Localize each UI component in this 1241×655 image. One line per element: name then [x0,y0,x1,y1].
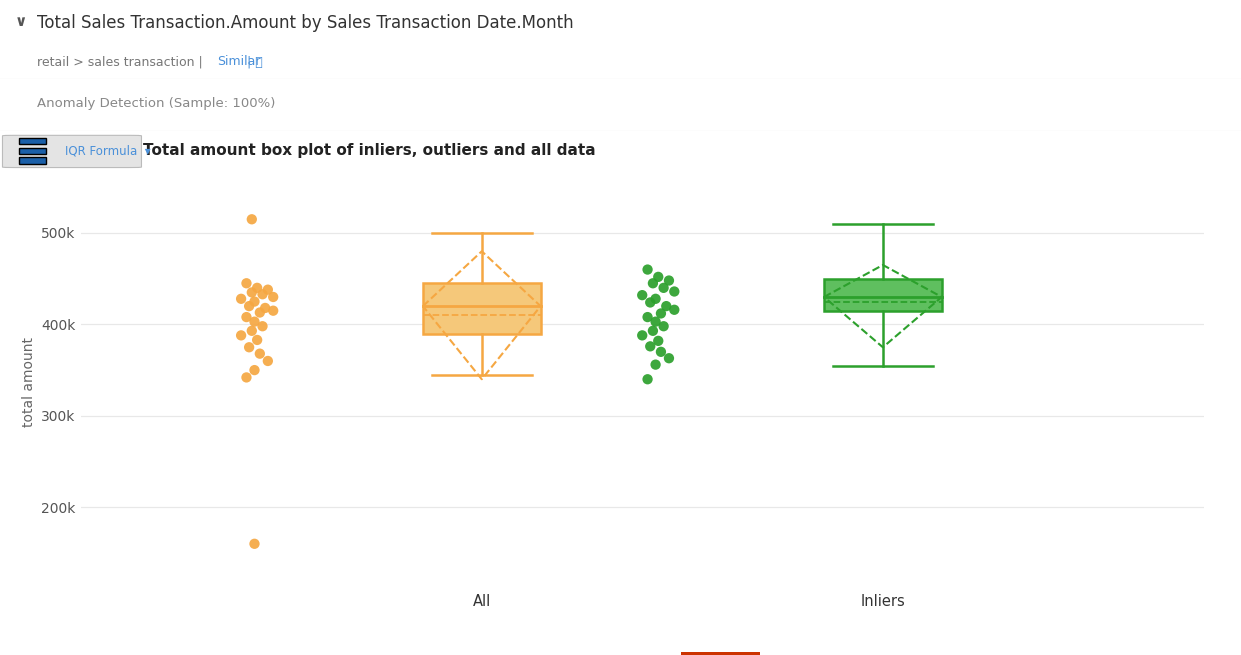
Point [247,335,267,345]
Point [247,282,267,293]
Point [648,272,668,282]
Point [244,538,264,549]
Point [244,296,264,307]
Point [643,278,663,288]
Point [638,265,658,275]
Point [659,353,679,364]
Point [656,301,676,311]
Point [240,301,259,311]
Text: Total amount box plot of inliers, outliers and all data: Total amount box plot of inliers, outlie… [143,143,596,158]
FancyBboxPatch shape [19,157,46,164]
Point [632,290,653,301]
Point [237,278,257,288]
Point [237,312,257,322]
Point [242,287,262,297]
Point [640,297,660,308]
FancyBboxPatch shape [2,136,141,168]
Point [231,293,251,304]
Point [263,291,283,302]
Text: retail > sales transaction |: retail > sales transaction | [37,55,207,68]
Point [645,360,665,370]
Y-axis label: total amount: total amount [22,337,36,426]
Text: IQR Formula  ▾: IQR Formula ▾ [65,144,150,157]
Point [258,284,278,295]
Text: Similar: Similar [217,55,261,68]
Bar [824,278,942,310]
Point [256,303,276,313]
Text: Total Sales Transaction.Amount by Sales Transaction Date.Month: Total Sales Transaction.Amount by Sales … [37,14,573,32]
Point [240,342,259,352]
Point [263,305,283,316]
Point [638,312,658,322]
Point [648,335,668,346]
Point [231,330,251,341]
Point [664,286,684,297]
Point [638,374,658,384]
Text: Anomaly Detection (Sample: 100%): Anomaly Detection (Sample: 100%) [37,97,276,110]
Point [253,321,273,331]
Point [654,321,674,331]
Point [640,341,660,352]
Point [237,372,257,383]
Point [244,316,264,327]
Point [654,282,674,293]
FancyBboxPatch shape [19,138,46,144]
Point [652,346,671,357]
Point [249,348,269,359]
Point [242,214,262,225]
Point [242,326,262,336]
Text: ∨: ∨ [15,14,27,29]
Point [659,275,679,286]
Point [645,293,665,304]
Point [253,289,273,299]
Bar [423,283,541,333]
Point [632,330,653,341]
Point [643,326,663,336]
Point [652,309,671,319]
Point [258,356,278,366]
Point [249,307,269,318]
Point [664,305,684,315]
Point [244,365,264,375]
Text: | ⧉: | ⧉ [243,55,263,68]
Point [645,316,665,327]
FancyBboxPatch shape [19,147,46,154]
